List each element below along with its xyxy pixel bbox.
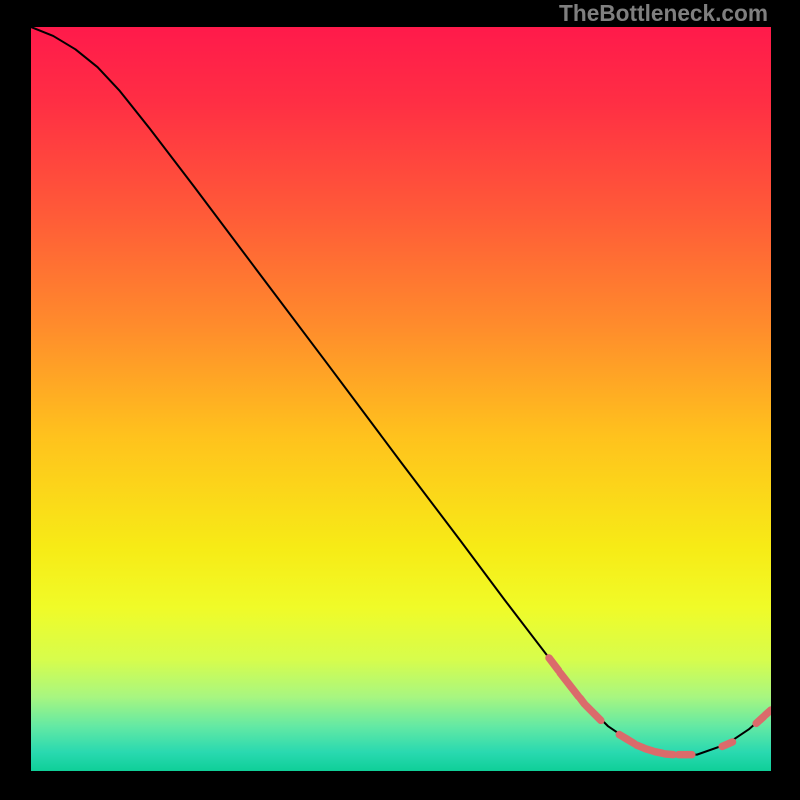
gradient-chart (31, 27, 771, 771)
plot-area (31, 27, 771, 771)
marker-segment (664, 754, 673, 755)
marker-segment (627, 739, 634, 743)
watermark-text: TheBottleneck.com (559, 0, 768, 27)
gradient-background (31, 27, 771, 771)
chart-stage: TheBottleneck.com (0, 0, 800, 800)
marker-segment (765, 710, 771, 715)
marker-segment (722, 742, 732, 746)
